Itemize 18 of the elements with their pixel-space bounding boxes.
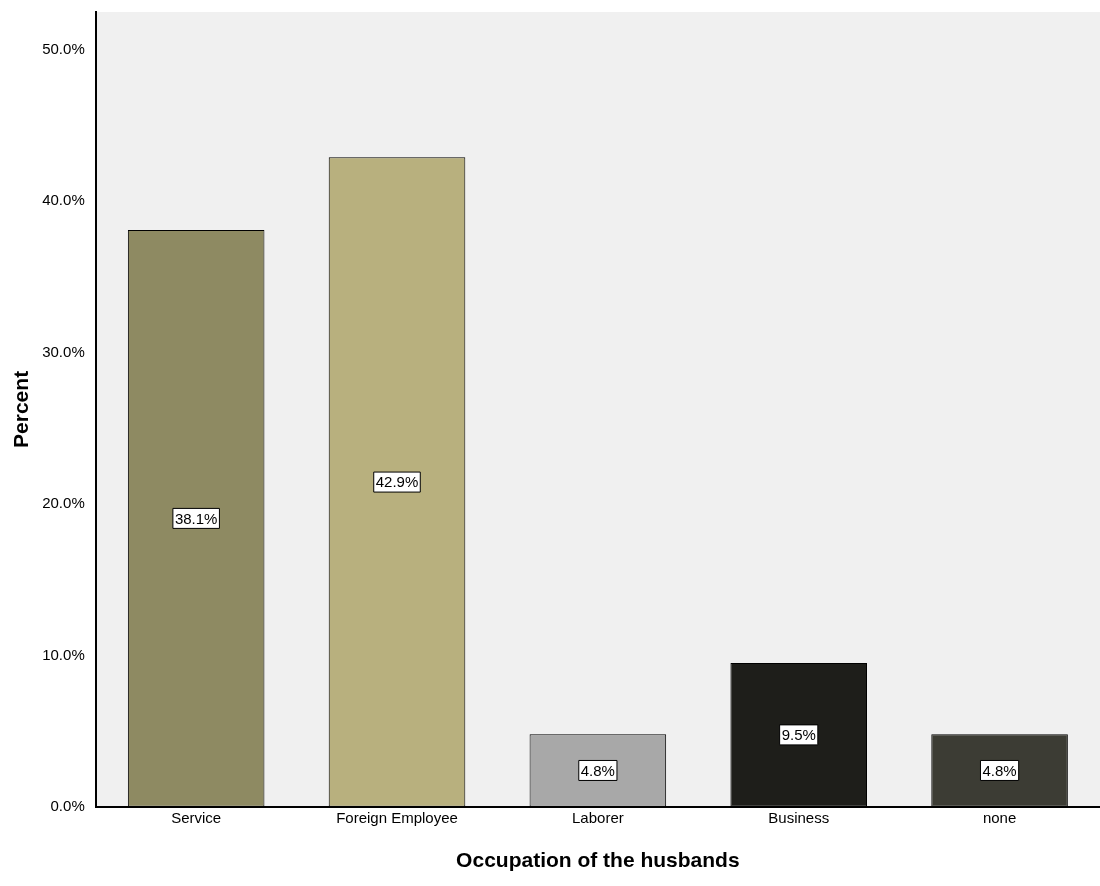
data-label: 4.8% [982, 761, 1017, 779]
y-tick-label: 20.0% [42, 494, 85, 512]
x-tick-label: none [982, 808, 1017, 826]
x-tick-label: Business [768, 808, 830, 826]
y-tick-label: 0.0% [50, 796, 85, 814]
x-tick-label: Service [171, 808, 222, 826]
y-tick-label: 50.0% [42, 39, 85, 57]
x-tick-label: Laborer [572, 808, 624, 826]
y-tick-label: 40.0% [42, 191, 85, 209]
x-axis-title: Occupation of the husbands [456, 848, 740, 872]
data-label: 38.1% [174, 509, 218, 527]
y-tick-label: 10.0% [42, 645, 85, 663]
data-label: 42.9% [375, 473, 419, 491]
data-label: 9.5% [781, 726, 816, 744]
y-tick-label: 30.0% [42, 342, 85, 360]
x-tick-label: Foreign Employee [336, 808, 458, 826]
y-axis-title: Percent [9, 370, 33, 448]
data-label: 4.8% [580, 761, 615, 779]
